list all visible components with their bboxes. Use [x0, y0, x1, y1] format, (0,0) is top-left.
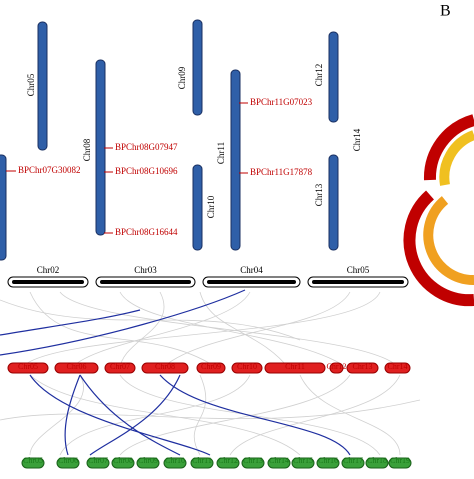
- chromosome: [0, 154, 7, 261]
- red-chromosome-label: Chr06: [67, 362, 87, 371]
- green-chromosome: [136, 457, 160, 469]
- green-chromosome-label: Chr06: [58, 456, 78, 465]
- red-chromosome-label: Chr08: [155, 362, 175, 371]
- green-chromosome: [111, 457, 135, 469]
- green-chromosome-label: Chr12: [218, 456, 238, 465]
- red-chromosome-label: Chr11: [285, 362, 305, 371]
- circos-track: [439, 130, 474, 186]
- chromosome: [37, 21, 48, 151]
- chromosome: [328, 31, 339, 123]
- red-chromosome-label: Chr09: [201, 362, 221, 371]
- genome-bar-core: [100, 280, 191, 284]
- chromosome-label: Chr13: [314, 183, 324, 206]
- circos-track: [403, 190, 474, 307]
- red-chromosome: [104, 362, 136, 374]
- gene-label: BPChr08G10696: [115, 166, 178, 176]
- green-chromosome: [190, 457, 214, 469]
- green-chromosome: [291, 457, 315, 469]
- genome-bar-core: [207, 280, 296, 284]
- red-chromosome-label: Chr07: [110, 362, 130, 371]
- green-chromosome-label: Chr15: [293, 456, 313, 465]
- green-chromosome: [216, 457, 240, 469]
- chromosome-label: Chr09: [177, 66, 187, 89]
- red-chromosome-label: Chr05: [18, 362, 38, 371]
- genome-bar-core: [312, 280, 404, 284]
- red-chromosome: [141, 362, 189, 374]
- genome-bar-label: Chr04: [240, 265, 263, 275]
- chromosome-label: Chr08: [82, 138, 92, 161]
- chromosome: [192, 164, 203, 251]
- red-chromosome-label: Chr10: [237, 362, 257, 371]
- green-chromosome-label: Chr08: [113, 456, 133, 465]
- green-chromosome-label: Chr07: [88, 456, 108, 465]
- green-chromosome: [365, 457, 389, 469]
- green-chromosome: [316, 457, 340, 469]
- green-chromosome-label: Chr11: [192, 456, 212, 465]
- red-chromosome: [346, 362, 379, 374]
- red-chromosome: [384, 362, 411, 374]
- red-chromosome-label: Chr12: [327, 362, 347, 371]
- synteny-links: [0, 291, 421, 456]
- red-chromosome: [231, 362, 263, 374]
- gene-label: BPChr11G17878: [250, 167, 313, 177]
- panel-label: B: [440, 3, 451, 20]
- green-chromosome: [388, 457, 412, 469]
- chromosome: [95, 59, 106, 236]
- green-chromosome: [56, 457, 80, 469]
- chromosome-label: Chr12: [314, 64, 324, 87]
- chromosome-label: Chr14: [352, 128, 362, 151]
- green-chromosome: [267, 457, 291, 469]
- red-chromosome: [264, 362, 326, 374]
- genome-bar-label: Chr02: [37, 265, 60, 275]
- circos-track: [423, 114, 474, 181]
- green-chromosome-label: Chr13: [243, 456, 263, 465]
- chromosome: [328, 154, 339, 251]
- gene-label: BPChr08G16644: [115, 227, 178, 237]
- chromosome: [192, 19, 203, 116]
- gene-label: BPChr08G07947: [115, 142, 178, 152]
- green-chromosome: [341, 457, 365, 469]
- right-circos: [403, 114, 474, 307]
- green-chromosome-label: Chr18: [367, 456, 387, 465]
- green-chromosome-label: Chr17: [343, 456, 363, 465]
- red-chromosome-label: Chr14: [388, 362, 408, 371]
- green-chromosome-label: Chr14: [269, 456, 289, 465]
- green-chromosome: [86, 457, 110, 469]
- genome-bar-core: [12, 280, 84, 284]
- genome-bar-label: Chr05: [347, 265, 370, 275]
- gene-label: BPChr11G07023: [250, 97, 313, 107]
- green-chromosome: [21, 457, 45, 469]
- green-chromosome-label: Chr19: [390, 456, 410, 465]
- green-chromosome-label: Chr10: [165, 456, 185, 465]
- highlight-links: [0, 289, 351, 456]
- red-chromosome: [329, 362, 344, 374]
- circos-track: [423, 196, 474, 286]
- chromosome-label: Chr11: [216, 142, 226, 164]
- red-chromosome: [54, 362, 99, 374]
- chromosome-label: Chr05: [26, 73, 36, 96]
- red-chromosome: [7, 362, 49, 374]
- green-chromosome-label: Chr05: [23, 456, 43, 465]
- green-chromosome: [241, 457, 265, 469]
- green-chromosome-label: Chr09: [138, 456, 158, 465]
- green-chromosome: [163, 457, 187, 469]
- gene-label: BPChr07G30082: [18, 165, 81, 175]
- chromosome-label: Chr10: [206, 195, 216, 218]
- red-chromosome-label: Chr13: [353, 362, 373, 371]
- genome-bar-label: Chr03: [134, 265, 157, 275]
- green-chromosome-label: Chr16: [318, 456, 338, 465]
- red-chromosome: [196, 362, 226, 374]
- chromosome: [230, 69, 241, 251]
